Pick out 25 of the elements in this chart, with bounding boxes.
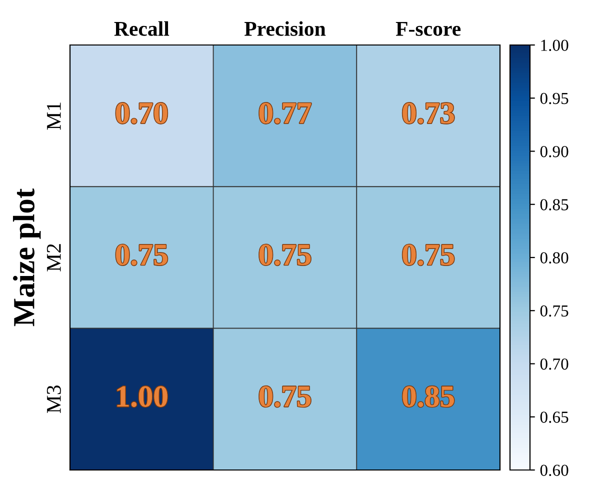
- data-label: 0.70: [116, 102, 168, 124]
- data-label: 0.75: [259, 386, 311, 407]
- y-tick-label: M2: [46, 244, 61, 272]
- y-tick-label: M1: [46, 102, 61, 130]
- y-axis-title: Maize plot: [12, 188, 41, 326]
- color-bar-label: 1.00: [541, 40, 568, 52]
- color-bar-label: 0.70: [540, 358, 568, 370]
- color-bar-label: 0.60: [540, 464, 568, 476]
- y-tick-label: M3: [46, 386, 61, 414]
- data-label: 0.73: [402, 102, 454, 124]
- x-tick-label: Recall: [114, 21, 170, 36]
- data-label: 0.75: [402, 244, 454, 266]
- data-label: 1.00: [117, 386, 168, 407]
- color-bar-label: 0.90: [540, 146, 568, 158]
- data-label: 0.85: [402, 386, 454, 407]
- color-bar-label: 0.85: [540, 199, 568, 210]
- color-bar-label: 0.65: [540, 412, 568, 423]
- x-tick-label: F-score: [396, 22, 461, 36]
- data-label: 0.75: [259, 244, 311, 266]
- data-label: 0.75: [116, 244, 168, 266]
- x-tick-label: Precision: [244, 21, 326, 36]
- color-bar-label: 0.80: [540, 252, 568, 264]
- color-bar-label: 0.75: [540, 305, 568, 317]
- color-bar-label: 0.95: [540, 92, 568, 104]
- data-label: 0.77: [259, 102, 311, 124]
